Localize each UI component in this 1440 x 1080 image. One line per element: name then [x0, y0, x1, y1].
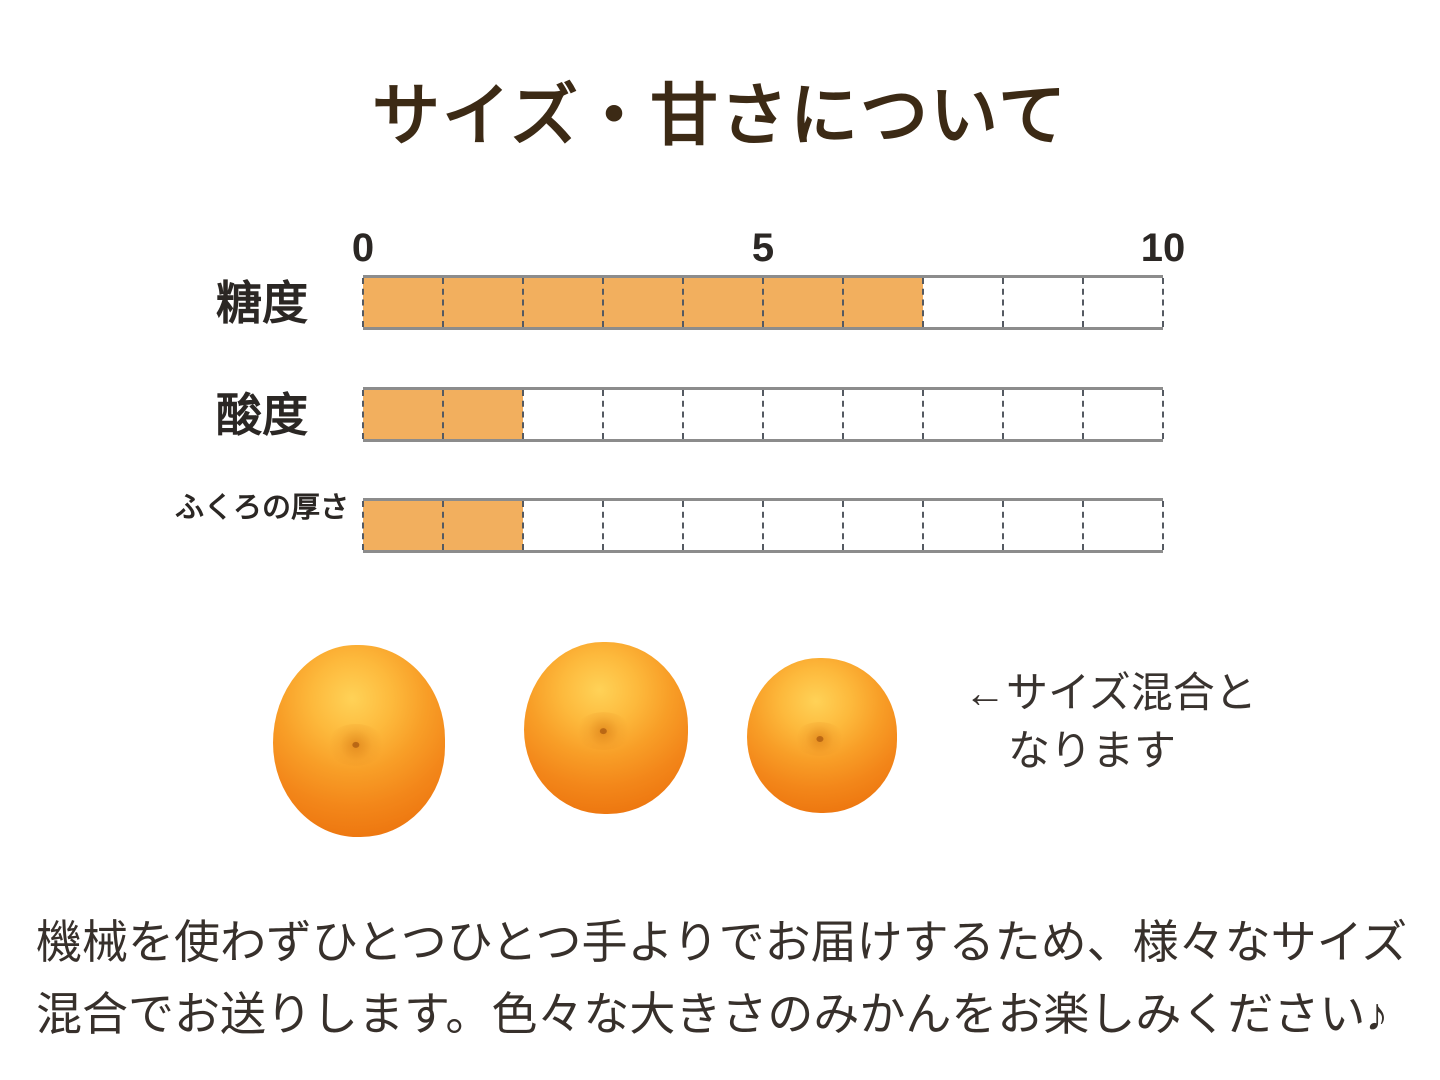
bar-gridline [682, 390, 684, 439]
bar-gridline [442, 390, 444, 439]
footer-description: 機械を使わずひとつひとつ手よりでお届けするため、様々なサイズ 混合でお送りします… [36, 906, 1416, 1050]
mandarin-small-image [747, 658, 897, 813]
bar-sac-thickness [362, 498, 1164, 553]
axis-tick-5: 5 [751, 226, 775, 270]
bar-gridline [682, 501, 684, 550]
bar-gridline [362, 278, 364, 327]
bar-gridline [602, 501, 604, 550]
bar-gridline [1002, 278, 1004, 327]
bar-gridline [602, 278, 604, 327]
bar-gridline [1162, 390, 1164, 439]
bar-gridline [682, 278, 684, 327]
bar-gridline [522, 278, 524, 327]
footer-line2: 混合でお送りします。色々な大きさのみかんをお楽しみください♪ [36, 988, 1389, 1040]
bar-gridline [1162, 278, 1164, 327]
bar-gridline [762, 390, 764, 439]
mandarin-navel [326, 723, 386, 766]
size-mixed-note-line1: ←サイズ混合と [964, 669, 1257, 716]
bar-gridline [522, 390, 524, 439]
row-label-acidity: 酸度 [216, 389, 308, 441]
bar-gridline [602, 390, 604, 439]
bar-gridline [442, 278, 444, 327]
bar-gridline [1082, 278, 1084, 327]
bar-gridline [922, 390, 924, 439]
bar-gridline [442, 501, 444, 550]
size-mixed-note: ←サイズ混合と なります [964, 664, 1257, 780]
x-axis-scale: 0 5 10 [352, 226, 1185, 272]
bar-gridline [762, 501, 764, 550]
bar-gridline [842, 501, 844, 550]
bar-sugar [362, 275, 1164, 330]
mandarin-large-image [273, 645, 445, 837]
page-title: サイズ・甘さについて [372, 78, 1068, 154]
bar-gridline [922, 501, 924, 550]
bar-gridline [1002, 390, 1004, 439]
bar-gridline [922, 278, 924, 327]
row-label-sac-thickness: ふくろの厚さ [174, 492, 349, 524]
axis-tick-10: 10 [1140, 226, 1186, 270]
bar-gridline [842, 278, 844, 327]
bar-gridline [762, 278, 764, 327]
row-label-sugar: 糖度 [216, 277, 308, 329]
bar-gridline [1002, 501, 1004, 550]
size-mixed-note-line2: なります [1008, 727, 1177, 774]
mandarin-medium-image [524, 642, 688, 814]
bar-gridline [1082, 501, 1084, 550]
bar-gridline [362, 390, 364, 439]
bar-gridline [522, 501, 524, 550]
bar-gridline [1082, 390, 1084, 439]
mandarin-navel [793, 721, 845, 756]
bar-fill-sugar [363, 278, 923, 327]
axis-tick-0: 0 [351, 226, 375, 270]
bar-gridline [362, 501, 364, 550]
footer-line1: 機械を使わずひとつひとつ手よりでお届けするため、様々なサイズ [36, 916, 1408, 968]
bar-acidity [362, 387, 1164, 442]
bar-gridline [842, 390, 844, 439]
bar-gridline [1162, 501, 1164, 550]
mandarin-navel [575, 712, 632, 751]
